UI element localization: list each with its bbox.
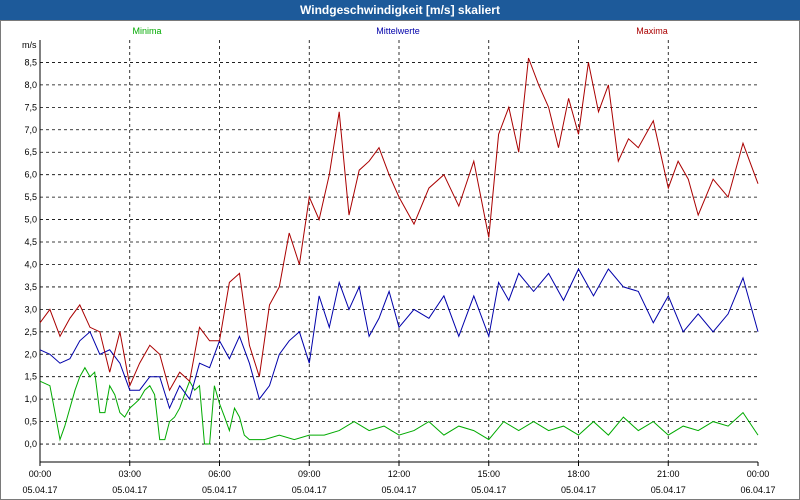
axes xyxy=(39,40,759,466)
x-tick-time: 09:00 xyxy=(298,469,321,479)
y-ticks: 0,0 0,5 1,0 1,5 2,0 2,5 3,0 3,5 4,0 4,5 5,0 5,5 6,0 6… xyxy=(24,57,37,449)
x-ticks: 00:00 05.04.17 03:00 05.04.17 06:00 05.04.17 0… xyxy=(22,469,775,495)
y-axis-label: m/s xyxy=(22,40,37,50)
x-tick-date: 05.04.17 xyxy=(561,485,596,495)
y-tick-label: 1,0 xyxy=(24,394,37,404)
y-tick-label: 5,0 xyxy=(24,215,37,225)
x-tick-date: 05.04.17 xyxy=(381,485,416,495)
x-tick-date: 05.04.17 xyxy=(471,485,506,495)
series-lines xyxy=(39,57,759,445)
y-tick-label: 6,0 xyxy=(24,170,37,180)
x-tick-date: 05.04.17 xyxy=(22,485,57,495)
y-tick-label: 3,0 xyxy=(24,304,37,314)
x-tick-time: 03:00 xyxy=(118,469,141,479)
y-tick-label: 4,0 xyxy=(24,259,37,269)
x-tick-time: 06:00 xyxy=(208,469,231,479)
y-tick-label: 4,5 xyxy=(24,237,37,247)
y-tick-label: 2,0 xyxy=(24,349,37,359)
x-tick-time: 00:00 xyxy=(747,469,770,479)
y-tick-label: 5,5 xyxy=(24,192,37,202)
x-tick-time: 12:00 xyxy=(388,469,411,479)
legend-maxima: Maxima xyxy=(636,26,668,36)
legend-mittelwerte: Mittelwerte xyxy=(376,26,420,36)
series-line-maxima xyxy=(39,57,759,392)
y-tick-label: 3,5 xyxy=(24,282,37,292)
series-line-minima xyxy=(39,366,759,445)
chart-title: Windgeschwindigkeit [m/s] skaliert xyxy=(0,0,800,20)
y-tick-label: 2,5 xyxy=(24,327,37,337)
x-tick-date: 05.04.17 xyxy=(651,485,686,495)
x-tick-time: 00:00 xyxy=(29,469,52,479)
y-tick-label: 6,5 xyxy=(24,147,37,157)
y-tick-label: 8,0 xyxy=(24,80,37,90)
x-tick-date: 05.04.17 xyxy=(112,485,147,495)
plot-border xyxy=(0,20,800,500)
x-tick-date: 05.04.17 xyxy=(292,485,327,495)
y-tick-label: 1,5 xyxy=(24,372,37,382)
x-tick-date: 06.04.17 xyxy=(740,485,775,495)
y-tick-label: 7,5 xyxy=(24,102,37,112)
y-tick-label: 0,5 xyxy=(24,417,37,427)
y-tick-label: 0,0 xyxy=(24,439,37,449)
x-tick-date: 05.04.17 xyxy=(202,485,237,495)
x-tick-time: 18:00 xyxy=(567,469,590,479)
series-line-mittelwerte xyxy=(39,267,759,410)
legend-minima: Minima xyxy=(132,26,161,36)
grid xyxy=(40,40,758,462)
wind-speed-chart: m/s Minima Mittelwerte Maxima 0,0 0,5 1,0 1… xyxy=(0,20,800,500)
y-tick-label: 8,5 xyxy=(24,57,37,67)
y-tick-label: 7,0 xyxy=(24,125,37,135)
x-tick-time: 21:00 xyxy=(657,469,680,479)
x-tick-time: 15:00 xyxy=(477,469,500,479)
